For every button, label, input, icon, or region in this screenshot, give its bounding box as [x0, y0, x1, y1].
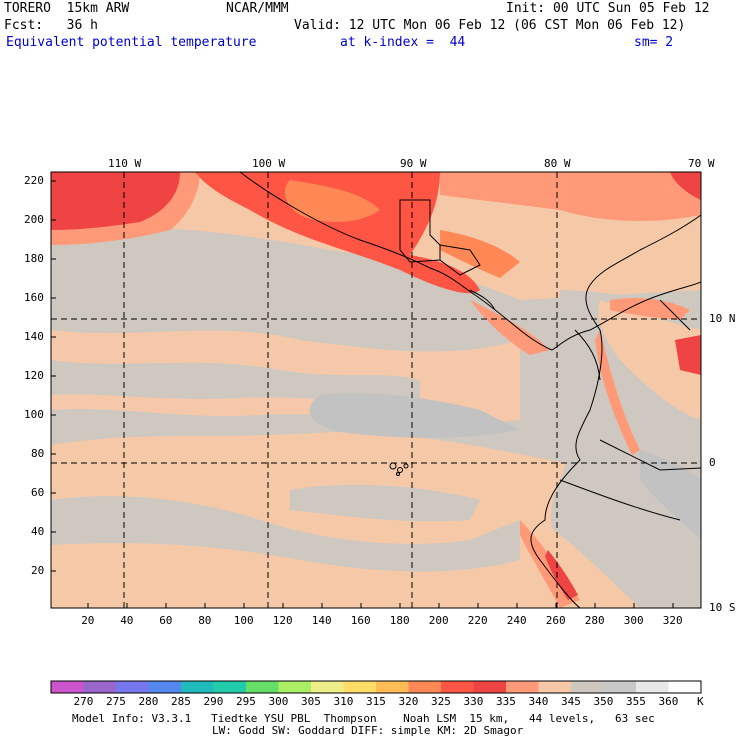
- x-tick: 100: [233, 614, 254, 627]
- colorbar-label: 330: [463, 695, 484, 708]
- x-tick: 320: [662, 614, 683, 627]
- valid-time: Valid: 12 UTC Mon 06 Feb 12 (06 CST Mon …: [294, 18, 686, 33]
- colorbar-swatch: [311, 681, 344, 693]
- lon-label-90w: 90 W: [400, 157, 427, 170]
- colorbar-label: 320: [398, 695, 419, 708]
- x-tick: 300: [623, 614, 644, 627]
- colorbar-label: 290: [203, 695, 224, 708]
- y-tick: 140: [24, 330, 44, 343]
- init-time: Init: 00 UTC Sun 05 Feb 12: [506, 1, 710, 16]
- colorbar-label: 280: [138, 695, 159, 708]
- colorbar-label: 300: [268, 695, 289, 708]
- y-tick: 80: [31, 447, 45, 460]
- lon-label-110w: 110 W: [108, 157, 142, 170]
- colorbar-label: 340: [528, 695, 549, 708]
- colorbar-label: 360: [658, 695, 679, 708]
- colorbar-label: 345: [561, 695, 581, 708]
- x-tick: 240: [506, 614, 527, 627]
- lat-label-10s: 10 S: [709, 601, 736, 614]
- x-tick: 220: [467, 614, 488, 627]
- equivalent-potential-temperature-field: [51, 172, 701, 608]
- x-tick: 280: [584, 614, 605, 627]
- lon-label-70w: 70 W: [688, 157, 715, 170]
- colorbar-swatch: [408, 681, 442, 693]
- colorbar-swatch: [278, 681, 312, 693]
- y-tick: 40: [31, 525, 45, 538]
- colorbar-swatch: [668, 681, 702, 693]
- x-tick: 60: [159, 614, 173, 627]
- colorbar-label: 285: [171, 695, 191, 708]
- colorbar-swatch: [181, 681, 214, 693]
- field-name: Equivalent potential temperature: [6, 35, 257, 50]
- x-tick: 180: [389, 614, 410, 627]
- x-tick: 200: [428, 614, 449, 627]
- model-info-line1: Model Info: V3.3.1 Tiedtke YSU PBL Thomp…: [72, 712, 655, 725]
- colorbar-swatch: [343, 681, 377, 693]
- lat-label-0: 0: [709, 456, 716, 469]
- forecast-hour: Fcst: 36 h: [4, 18, 98, 33]
- colorbar-swatch: [506, 681, 539, 693]
- colorbar-label: 295: [236, 695, 256, 708]
- x-tick: 160: [350, 614, 371, 627]
- colorbar-label: 305: [301, 695, 321, 708]
- colorbar-label: 315: [366, 695, 386, 708]
- y-tick: 120: [24, 369, 44, 382]
- lon-label-100w: 100 W: [252, 157, 286, 170]
- x-tick: 120: [272, 614, 293, 627]
- x-tick: 140: [311, 614, 332, 627]
- x-tick: 20: [81, 614, 95, 627]
- colorbar-unit: K: [697, 695, 704, 708]
- y-tick: 180: [24, 252, 44, 265]
- colorbar-border: [50, 680, 702, 694]
- smoothing-label: sm= 2: [634, 35, 674, 50]
- y-tick: 100: [24, 408, 44, 421]
- colorbar-swatch: [213, 681, 247, 693]
- colorbar-swatch: [636, 681, 669, 693]
- colorbar-label: 310: [333, 695, 354, 708]
- colorbar-swatch: [571, 681, 604, 693]
- graticule: [51, 172, 701, 608]
- x-tick: 80: [198, 614, 212, 627]
- center-label: NCAR/MMM: [226, 1, 289, 16]
- colorbar-label: 355: [626, 695, 646, 708]
- colorbar-swatch: [473, 681, 507, 693]
- y-tick: 20: [31, 564, 45, 577]
- colorbar-label: 350: [593, 695, 614, 708]
- map-border: [50, 171, 702, 609]
- lat-label-10n: 10 N: [709, 312, 736, 325]
- colorbar-label: 275: [106, 695, 126, 708]
- colorbar-label: 325: [431, 695, 451, 708]
- colorbar-swatch: [603, 681, 637, 693]
- x-tick: 40: [120, 614, 134, 627]
- axis-ticks: [51, 180, 674, 608]
- x-tick: 260: [545, 614, 566, 627]
- colorbar-label: 270: [73, 695, 94, 708]
- y-tick: 220: [24, 174, 44, 187]
- colorbar-swatch: [376, 681, 409, 693]
- colorbar-swatch: [51, 681, 84, 693]
- colorbar-swatch: [538, 681, 572, 693]
- level-label: at k-index = 44: [340, 35, 466, 50]
- colorbar-label: 335: [496, 695, 516, 708]
- colorbar-swatch: [83, 681, 117, 693]
- y-tick: 200: [24, 213, 44, 226]
- lon-label-80w: 80 W: [544, 157, 571, 170]
- y-tick: 60: [31, 486, 45, 499]
- colorbar-swatch: [441, 681, 474, 693]
- y-tick: 160: [24, 291, 44, 304]
- model-title: TORERO 15km ARW: [4, 1, 130, 16]
- colorbar-swatch: [246, 681, 279, 693]
- colorbar: [50, 680, 702, 694]
- model-info-line2: LW: Godd SW: Goddard DIFF: simple KM: 2D…: [212, 724, 524, 737]
- colorbar-swatch: [148, 681, 182, 693]
- colorbar-swatch: [116, 681, 149, 693]
